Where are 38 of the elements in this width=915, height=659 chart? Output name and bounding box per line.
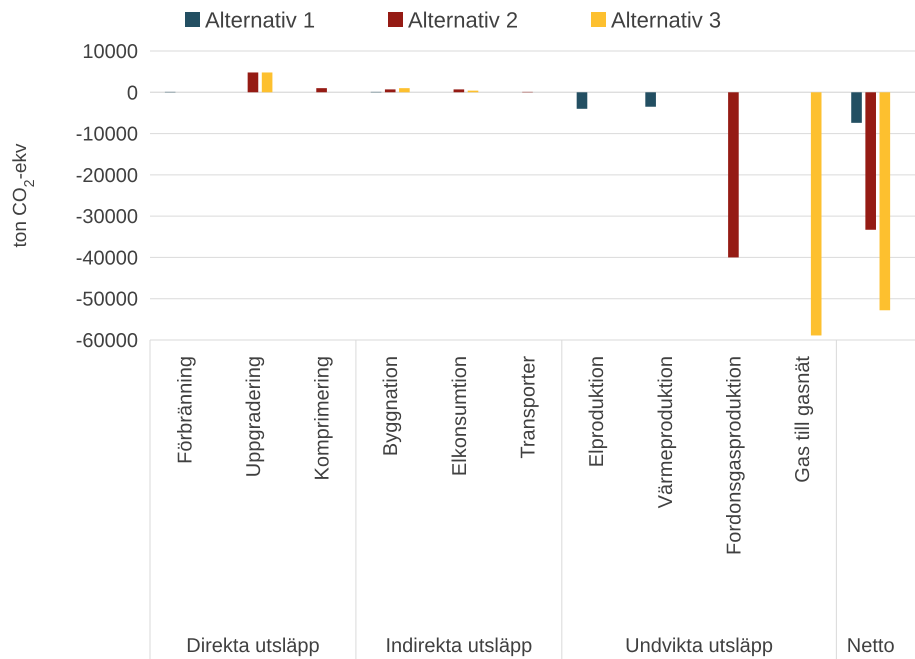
x-tick-label: Komprimering [312, 356, 334, 480]
bar [576, 92, 588, 109]
text: Netto [846, 635, 895, 657]
bar [384, 89, 396, 92]
legend-label: Alternativ 1 [205, 8, 316, 33]
y-tick-label: -10000 [76, 124, 138, 146]
y-tick-label: 0 [126, 82, 138, 104]
y-tick-label: -60000 [76, 330, 138, 352]
bar [728, 92, 739, 258]
x-tick-label: Fordonsgasproduktion [723, 356, 746, 556]
bar [851, 92, 862, 123]
y-tick-label: -40000 [76, 247, 138, 270]
legend-label: Alternativ 2 [408, 8, 518, 33]
x-tick-label: Byggnation [380, 356, 402, 456]
legend-label: Alternativ 3 [611, 8, 722, 33]
bar [810, 92, 822, 336]
bar [262, 72, 272, 92]
y-tick-label: 10000 [82, 41, 138, 63]
x-tick-label: Uppgradering [242, 356, 265, 478]
y-tick-label: -50000 [76, 288, 138, 311]
x-tick-label: Förbränning [174, 356, 196, 464]
bar [880, 92, 890, 310]
x-tick-label: Gas till gasnät [792, 356, 814, 483]
bar [454, 89, 464, 92]
bar [645, 92, 656, 107]
text: Indirekta utsläpp [385, 635, 532, 657]
x-tick-label: Transporter [518, 356, 540, 459]
x-tick-label: Värmeproduktion [654, 356, 677, 508]
bar [248, 72, 258, 92]
bar [399, 88, 410, 92]
bar [316, 88, 327, 92]
x-tick-label: Elproduktion [586, 356, 608, 468]
bar [865, 92, 876, 230]
y-tick-label: -20000 [76, 164, 138, 187]
y-tick-label: -30000 [76, 206, 138, 228]
x-tick-label: Elkonsumtion [448, 356, 471, 476]
text: Direkta utsläpp [186, 635, 320, 657]
text: Undvikta utsläpp [625, 635, 774, 657]
